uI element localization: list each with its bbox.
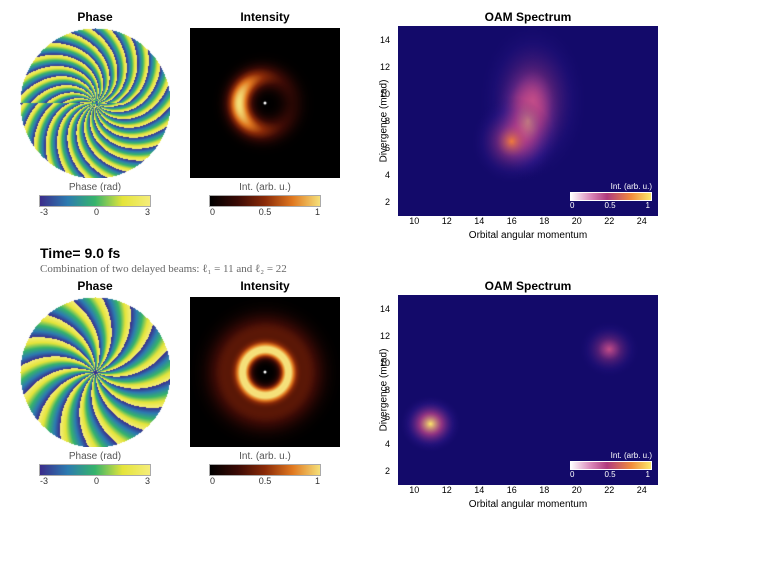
row2-intensity-colorbar: Int. (arb. u.) 00.51 [209,451,321,486]
row2-phase-colorbar-label: Phase (rad) [69,451,121,462]
row1-spectrum-xlabel: Orbital angular momentum [469,230,587,241]
subtitle: Combination of two delayed beams: ℓ₁ = 1… [40,263,758,275]
row1-spectrum-inset-colorbar: Int. (arb. u.)00.51 [570,182,652,210]
row1-intensity-title: Intensity [240,10,289,24]
row2-intensity-panel: Intensity Int. (arb. u.) 00.51 [190,279,340,486]
row1-intensity-panel: Intensity Int. (arb. u.) 00.51 [190,10,340,217]
time-label: Time= 9.0 fs [40,245,758,261]
row1-phase-colorbar: Phase (rad) -303 [39,182,151,217]
row1-spectrum-panel: OAM Spectrum2468101214Divergence (mrad)I… [398,10,658,241]
row1-intensity-colorbar-ticks: 00.51 [210,207,320,217]
row1-intensity-colorbar: Int. (arb. u.) 00.51 [209,182,321,217]
row1-phase-colorbar-label: Phase (rad) [69,182,121,193]
row1-intensity-colorbar-bar [209,195,321,207]
row2-spectrum-inset-colorbar: Int. (arb. u.)00.51 [570,451,652,479]
row1-phase-title: Phase [77,10,112,24]
row2-phase-panel: Phase Phase (rad) -303 [20,279,170,486]
row2-intensity-colorbar-ticks: 00.51 [210,476,320,486]
row2-intensity-colorbar-bar [209,464,321,476]
row2-spectrum-ylabel: Divergence (mrad) [379,349,390,432]
row1-spectrum-ylabel: Divergence (mrad) [379,80,390,163]
row2-intensity-canvas [190,297,340,447]
row1-spectrum-xticks: 1012141618202224 [398,216,658,228]
row2-phase-canvas [20,297,170,447]
row2-phase-colorbar: Phase (rad) -303 [39,451,151,486]
row1-intensity-canvas [190,28,340,178]
row2-spectrum-xlabel: Orbital angular momentum [469,499,587,510]
row2-phase-title: Phase [77,279,112,293]
row-1: Phase Phase (rad) -303 Intensity Int. (arb. … [20,10,758,241]
row2-phase-colorbar-bar [39,464,151,476]
row1-spectrum-title: OAM Spectrum [485,10,572,24]
row-2: Phase Phase (rad) -303 Intensity Int. (arb. … [20,279,758,510]
row2-intensity-colorbar-label: Int. (arb. u.) [239,451,291,462]
row2-spectrum-xticks: 1012141618202224 [398,485,658,497]
row2-spectrum-panel: OAM Spectrum2468101214Divergence (mrad)I… [398,279,658,510]
row1-phase-colorbar-ticks: -303 [40,207,150,217]
row1-phase-panel: Phase Phase (rad) -303 [20,10,170,217]
row1-intensity-colorbar-label: Int. (arb. u.) [239,182,291,193]
row2-intensity-title: Intensity [240,279,289,293]
row1-phase-colorbar-bar [39,195,151,207]
row2-phase-colorbar-ticks: -303 [40,476,150,486]
row1-phase-canvas [20,28,170,178]
row2-spectrum-title: OAM Spectrum [485,279,572,293]
